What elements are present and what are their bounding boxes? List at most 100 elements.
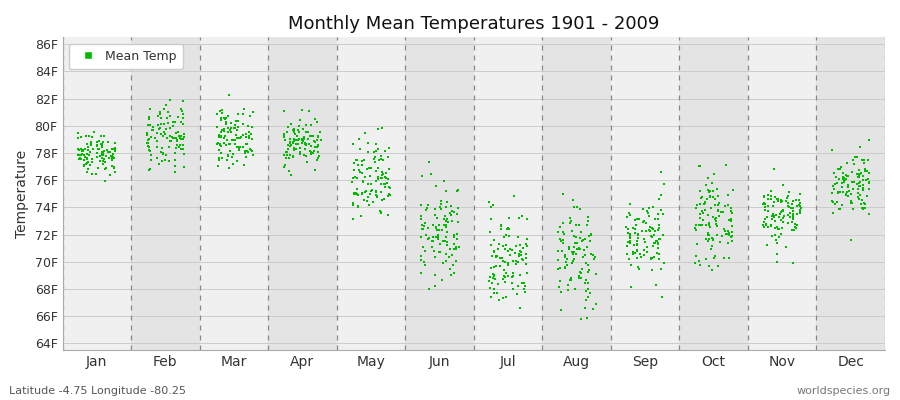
Point: [632, 216, 646, 222]
Point: [485, 275, 500, 281]
Point: [161, 120, 176, 126]
Point: [851, 180, 866, 186]
Point: [717, 203, 732, 209]
Point: [170, 129, 184, 135]
Point: [700, 232, 715, 238]
Point: [496, 295, 510, 301]
Point: [359, 188, 374, 194]
Point: [582, 267, 597, 273]
Point: [176, 131, 191, 137]
Point: [222, 165, 237, 171]
Point: [94, 144, 109, 150]
Point: [99, 153, 113, 159]
Point: [277, 164, 292, 171]
Point: [176, 163, 191, 170]
Point: [717, 228, 732, 234]
Point: [299, 142, 313, 148]
Point: [551, 257, 565, 263]
Point: [378, 181, 392, 188]
Point: [95, 158, 110, 164]
Point: [493, 263, 508, 269]
Point: [487, 290, 501, 296]
Point: [221, 141, 236, 148]
Point: [292, 148, 307, 155]
Point: [231, 144, 246, 150]
Point: [835, 184, 850, 190]
Point: [557, 230, 572, 237]
Point: [714, 238, 728, 245]
Point: [792, 202, 806, 208]
Point: [420, 205, 435, 211]
Point: [584, 251, 598, 257]
Point: [793, 200, 807, 207]
Point: [858, 201, 872, 208]
Point: [706, 188, 720, 194]
Point: [90, 139, 104, 146]
Point: [236, 144, 250, 150]
Point: [90, 141, 104, 148]
Point: [70, 146, 85, 152]
Point: [436, 238, 450, 244]
Point: [764, 195, 778, 202]
Point: [151, 121, 166, 128]
Point: [173, 135, 187, 142]
Point: [832, 176, 846, 182]
Point: [150, 155, 165, 161]
Point: [508, 250, 523, 256]
Point: [647, 240, 662, 246]
Point: [707, 252, 722, 259]
Point: [225, 154, 239, 160]
Point: [242, 129, 256, 136]
Point: [653, 207, 668, 214]
Point: [555, 190, 570, 197]
Point: [620, 239, 634, 246]
Point: [620, 251, 634, 257]
Point: [848, 154, 862, 160]
Point: [226, 161, 240, 168]
Point: [833, 164, 848, 170]
Point: [214, 143, 229, 149]
Point: [81, 144, 95, 150]
Point: [418, 248, 432, 254]
Point: [382, 184, 397, 191]
Point: [636, 251, 651, 258]
Point: [370, 193, 384, 199]
Point: [299, 153, 313, 160]
Point: [656, 211, 670, 217]
Point: [761, 196, 776, 202]
Point: [77, 163, 92, 170]
Point: [657, 181, 671, 188]
Point: [642, 205, 656, 212]
Point: [489, 254, 503, 260]
Point: [497, 266, 511, 273]
Point: [854, 170, 868, 176]
Point: [282, 142, 296, 148]
Point: [351, 162, 365, 168]
Point: [644, 255, 659, 261]
Point: [786, 216, 800, 223]
Point: [280, 152, 294, 158]
Point: [443, 210, 457, 216]
Point: [642, 213, 656, 220]
Point: [513, 249, 527, 255]
Point: [554, 278, 568, 285]
Point: [375, 125, 390, 131]
Point: [212, 134, 227, 141]
Point: [229, 132, 243, 138]
Point: [236, 111, 250, 118]
Point: [484, 242, 499, 248]
Point: [626, 249, 640, 256]
Point: [291, 127, 305, 133]
Point: [76, 148, 90, 154]
Point: [418, 207, 433, 214]
Point: [836, 176, 850, 182]
Point: [774, 224, 788, 231]
Point: [780, 192, 795, 199]
Point: [836, 170, 850, 176]
Point: [72, 152, 86, 159]
Point: [351, 204, 365, 210]
Point: [716, 226, 731, 232]
Point: [501, 260, 516, 266]
Point: [282, 123, 296, 130]
Point: [564, 275, 579, 282]
